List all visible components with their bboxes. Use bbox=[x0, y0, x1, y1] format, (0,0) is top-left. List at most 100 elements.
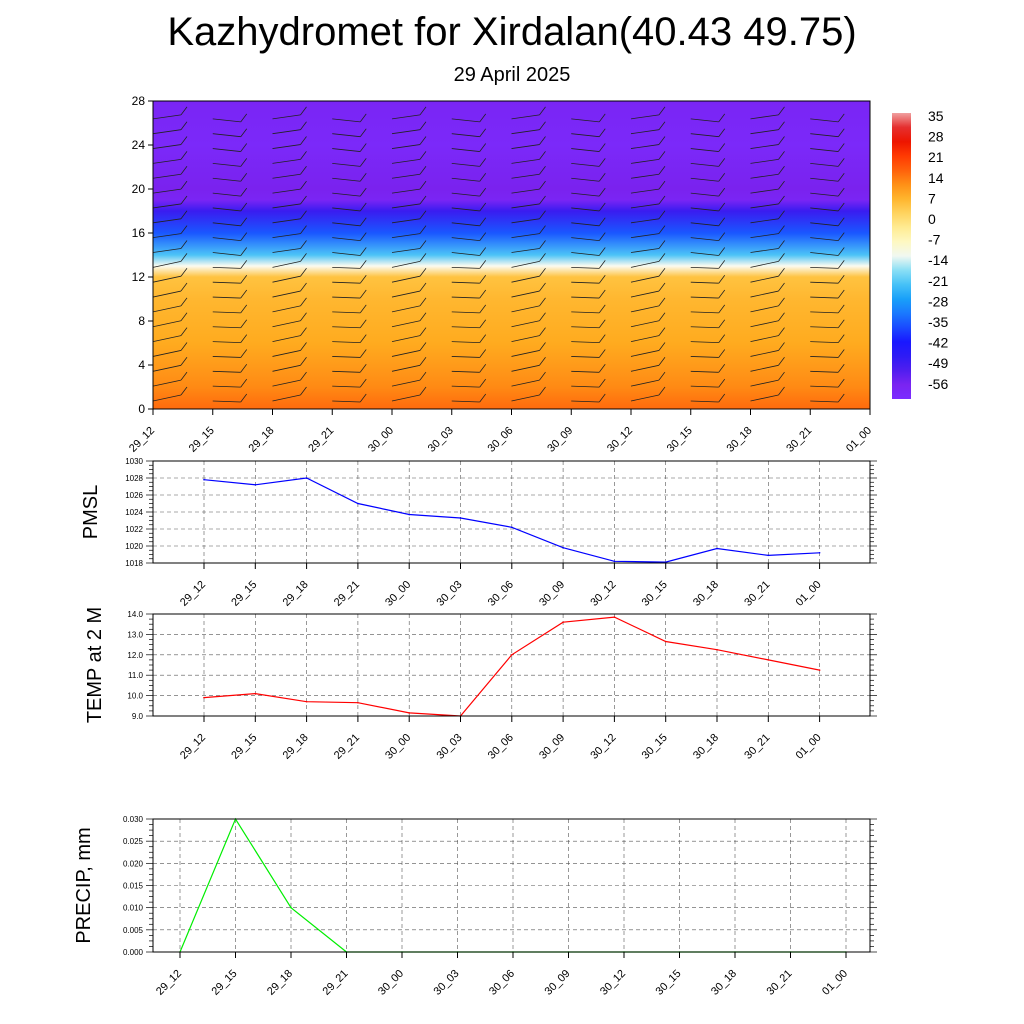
wind-barb bbox=[658, 121, 666, 130]
wind-barb bbox=[539, 371, 546, 381]
wind-barb bbox=[718, 260, 726, 269]
wind-barb bbox=[598, 173, 606, 182]
wind-barb bbox=[419, 106, 427, 116]
wind-barb bbox=[690, 356, 719, 358]
wind-barb bbox=[571, 133, 600, 138]
wind-barb bbox=[837, 364, 845, 373]
wind-barb bbox=[391, 364, 421, 372]
colorbar-label: 21 bbox=[928, 149, 944, 165]
data-point bbox=[818, 552, 821, 554]
wind-barb bbox=[180, 210, 188, 220]
y-tick-label: 14.0 bbox=[127, 610, 143, 619]
wind-barb bbox=[598, 334, 606, 343]
wind-barb bbox=[359, 304, 367, 314]
wind-barb bbox=[451, 326, 480, 329]
wind-barb bbox=[240, 364, 248, 373]
wind-barb bbox=[272, 144, 301, 149]
wind-barb bbox=[419, 342, 427, 351]
wind-barb bbox=[419, 253, 427, 262]
y-tick-label: 12.0 bbox=[127, 651, 143, 660]
wind-barb bbox=[837, 393, 845, 403]
wind-barb bbox=[690, 296, 719, 299]
wind-barb bbox=[511, 248, 540, 253]
x-tick-label: 30_00 bbox=[383, 732, 413, 762]
wind-barb bbox=[419, 136, 427, 145]
x-tick-label: 29_15 bbox=[210, 968, 240, 998]
colorbar-label: -35 bbox=[928, 314, 948, 330]
y-tick-label: 12 bbox=[132, 270, 146, 284]
wind-barb bbox=[451, 281, 480, 284]
wind-barb bbox=[778, 166, 785, 175]
wind-barb bbox=[658, 282, 666, 292]
wind-barb bbox=[272, 394, 301, 402]
wind-barb bbox=[272, 335, 301, 342]
y-tick-label: 1028 bbox=[125, 474, 143, 483]
wind-barb bbox=[419, 371, 427, 381]
wind-barb bbox=[778, 240, 785, 249]
wind-barb bbox=[598, 289, 606, 299]
wind-barb bbox=[598, 232, 606, 241]
wind-barb bbox=[511, 114, 540, 120]
wind-barb bbox=[332, 281, 361, 284]
wind-barb bbox=[571, 207, 600, 212]
wind-barb bbox=[479, 378, 487, 388]
wind-barb bbox=[810, 192, 839, 197]
colorbar-label: -7 bbox=[928, 232, 941, 248]
wind-barb bbox=[658, 342, 666, 351]
wind-barb bbox=[837, 319, 845, 328]
wind-barb bbox=[837, 187, 845, 197]
wind-barb bbox=[837, 289, 845, 299]
wind-barb bbox=[479, 260, 487, 269]
wind-barb bbox=[451, 266, 480, 269]
wind-barb bbox=[272, 248, 301, 253]
data-point bbox=[511, 654, 513, 656]
wind-barb bbox=[750, 305, 779, 313]
wind-barb bbox=[180, 282, 188, 292]
wind-barb bbox=[571, 177, 600, 182]
wind-barb bbox=[750, 379, 779, 387]
wind-barb bbox=[810, 252, 839, 256]
wind-barb bbox=[658, 180, 666, 190]
x-tick-label: 30_03 bbox=[435, 579, 465, 609]
wind-barb bbox=[300, 282, 307, 292]
wind-barb bbox=[300, 312, 307, 321]
wind-barb bbox=[690, 133, 719, 138]
wind-barb bbox=[451, 133, 480, 138]
wind-barb bbox=[180, 386, 188, 396]
wind-barb bbox=[451, 296, 480, 299]
wind-barb bbox=[750, 218, 779, 224]
wind-barb bbox=[539, 386, 546, 396]
wind-barb bbox=[690, 118, 719, 123]
wind-barb bbox=[479, 202, 487, 212]
wind-barb bbox=[272, 233, 301, 239]
wind-barb bbox=[778, 342, 785, 351]
wind-barb bbox=[837, 247, 845, 256]
wind-barb bbox=[690, 207, 719, 212]
wind-barb bbox=[750, 114, 779, 120]
wind-barb bbox=[300, 267, 307, 277]
wind-barb bbox=[658, 151, 666, 160]
wind-barb bbox=[391, 173, 421, 179]
wind-barb bbox=[750, 144, 779, 149]
x-tick-label: 29_21 bbox=[332, 732, 362, 762]
wind-barb bbox=[658, 225, 666, 234]
wind-barb bbox=[359, 260, 367, 269]
data-point bbox=[305, 700, 308, 703]
x-tick-label: 29_18 bbox=[281, 732, 311, 762]
wind-barb bbox=[180, 225, 188, 234]
wind-barb bbox=[658, 106, 666, 116]
wind-barb bbox=[750, 203, 779, 209]
y-tick-label: 8 bbox=[138, 314, 145, 328]
wind-barb bbox=[272, 350, 301, 357]
y-tick-label: 0.025 bbox=[123, 837, 144, 846]
x-tick-label: 01_00 bbox=[794, 732, 824, 762]
wind-barb bbox=[180, 180, 188, 190]
wind-barb bbox=[300, 106, 307, 116]
wind-barb bbox=[300, 357, 307, 366]
wind-barb bbox=[479, 187, 487, 197]
data-point bbox=[767, 659, 770, 661]
y-tick-label: 1020 bbox=[125, 542, 143, 551]
wind-barb bbox=[630, 173, 660, 179]
wind-barb bbox=[511, 203, 540, 209]
